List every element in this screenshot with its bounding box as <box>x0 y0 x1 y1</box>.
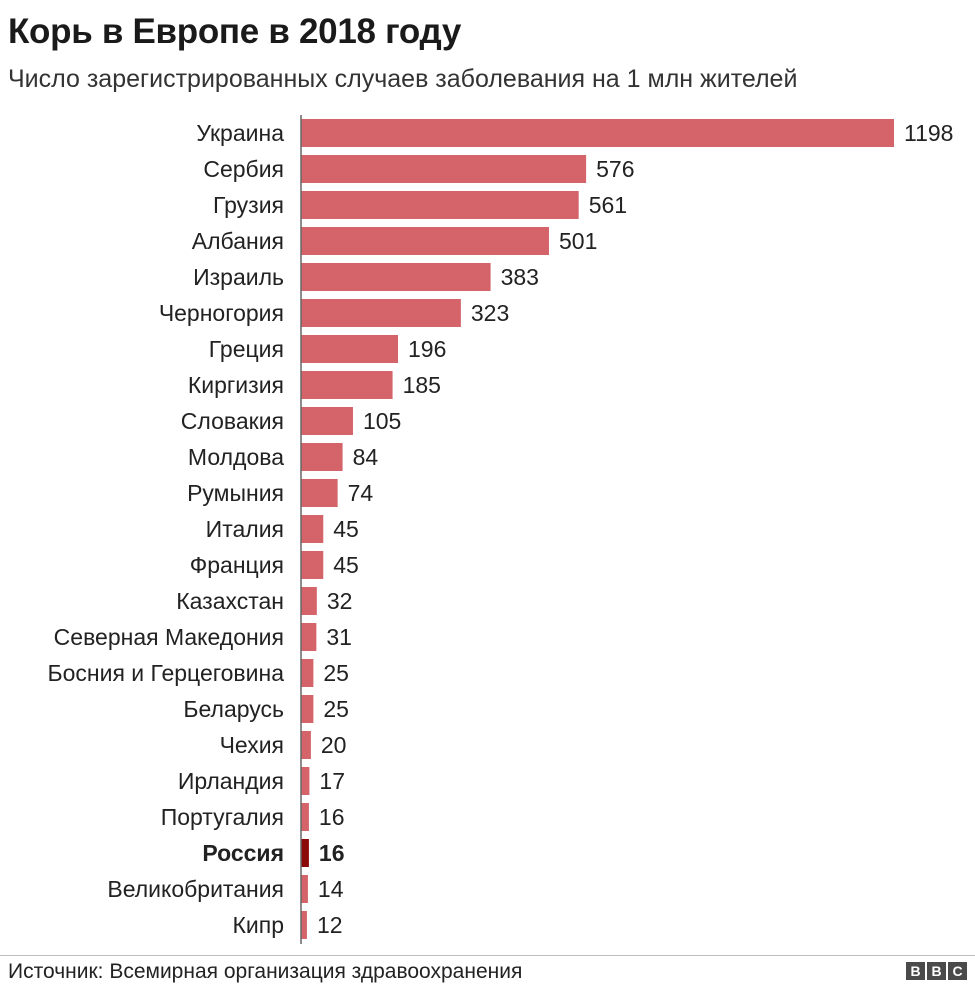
logo-letter-b2: B <box>927 962 946 980</box>
category-label: Россия <box>202 840 284 866</box>
value-label: 561 <box>589 192 627 218</box>
logo-letter-b1: B <box>906 962 925 980</box>
value-label: 32 <box>327 588 353 614</box>
value-label: 105 <box>363 408 401 434</box>
value-label: 25 <box>323 696 349 722</box>
value-label: 14 <box>318 876 344 902</box>
bar <box>301 371 393 399</box>
chart-subtitle: Число зарегистрированных случаев заболев… <box>8 65 798 93</box>
category-label: Ирландия <box>178 768 284 794</box>
bar <box>301 731 311 759</box>
value-label: 16 <box>319 804 345 830</box>
value-label: 12 <box>317 912 343 938</box>
category-label: Босния и Герцеговина <box>48 660 285 686</box>
bar <box>301 659 314 687</box>
category-label: Италия <box>206 516 284 542</box>
bar <box>301 875 308 903</box>
category-label: Словакия <box>181 408 284 434</box>
bar <box>301 695 314 723</box>
value-label: 31 <box>326 624 352 650</box>
value-label: 17 <box>319 768 345 794</box>
bar <box>301 155 587 183</box>
value-label: 74 <box>348 480 374 506</box>
category-label: Румыния <box>187 480 284 506</box>
bar <box>301 299 461 327</box>
category-label: Франция <box>190 552 284 578</box>
value-label: 501 <box>559 228 597 254</box>
bar <box>301 227 549 255</box>
bbc-logo: B B C <box>906 962 967 980</box>
value-label: 25 <box>323 660 349 686</box>
category-label: Казахстан <box>176 588 284 614</box>
value-label: 576 <box>596 156 634 182</box>
bar <box>301 119 894 147</box>
bar <box>301 515 324 543</box>
bar <box>301 839 309 867</box>
bar <box>301 407 353 435</box>
value-label: 20 <box>321 732 347 758</box>
category-label: Португалия <box>161 804 284 830</box>
bar <box>301 767 310 795</box>
bar <box>301 479 338 507</box>
bar <box>301 263 491 291</box>
value-label: 16 <box>319 840 345 866</box>
value-label: 45 <box>333 516 359 542</box>
category-label: Северная Македония <box>54 624 284 650</box>
value-label: 1198 <box>904 120 953 146</box>
logo-letter-c: C <box>948 962 967 980</box>
category-label: Сербия <box>203 156 284 182</box>
category-label: Великобритания <box>107 876 284 902</box>
category-label: Черногория <box>159 300 284 326</box>
category-label: Грузия <box>213 192 284 218</box>
category-label: Израиль <box>193 264 284 290</box>
category-label: Чехия <box>220 732 284 758</box>
footer-divider <box>0 955 975 956</box>
category-label: Албания <box>192 228 284 254</box>
category-label: Греция <box>209 336 284 362</box>
value-label: 84 <box>353 444 379 470</box>
bar <box>301 335 399 363</box>
value-label: 323 <box>471 300 509 326</box>
chart-title: Корь в Европе в 2018 году <box>8 12 462 51</box>
bar <box>301 551 324 579</box>
value-label: 196 <box>408 336 446 362</box>
bar <box>301 191 579 219</box>
category-label: Беларусь <box>183 696 284 722</box>
value-label: 45 <box>333 552 359 578</box>
category-label: Киргизия <box>188 372 284 398</box>
value-label: 383 <box>501 264 539 290</box>
category-label: Кипр <box>233 912 285 938</box>
category-label: Украина <box>196 120 284 146</box>
bar <box>301 443 343 471</box>
bar <box>301 911 307 939</box>
bar <box>301 803 309 831</box>
value-label: 185 <box>403 372 441 398</box>
category-label: Молдова <box>188 444 284 470</box>
bar <box>301 623 317 651</box>
source-note: Источник: Всемирная организация здравоох… <box>8 960 523 983</box>
bar <box>301 587 317 615</box>
